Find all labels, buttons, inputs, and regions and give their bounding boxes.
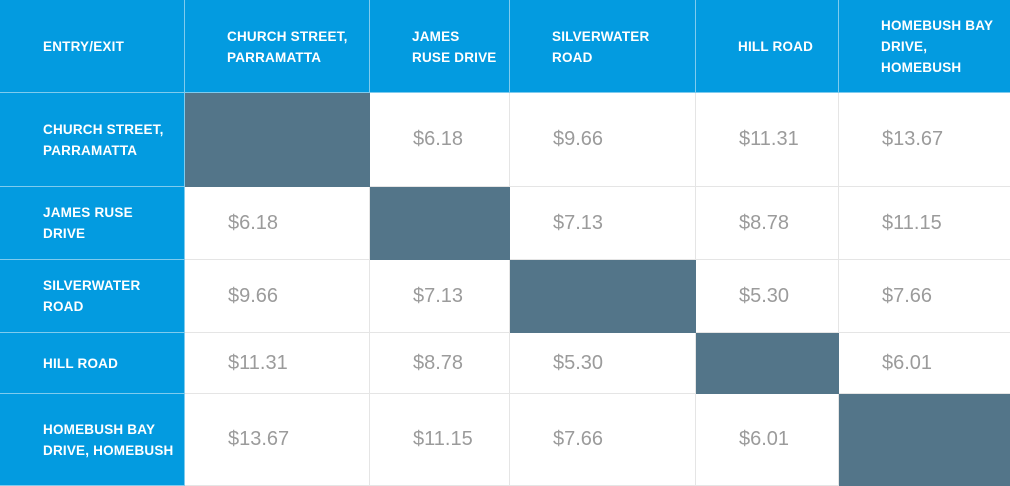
price-cell: $5.30	[696, 260, 839, 333]
col-header-homebush-bay-drive: HOMEBUSH BAY DRIVE, HOMEBUSH	[839, 1, 1010, 93]
table-row: CHURCH STREET, PARRAMATTA $6.18 $9.66 $1…	[1, 93, 1010, 187]
price-cell: $7.13	[370, 260, 510, 333]
row-header-hill-road: HILL ROAD	[1, 333, 185, 394]
corner-header-entry-exit: ENTRY/EXIT	[1, 1, 185, 93]
price-cell: $6.01	[696, 394, 839, 486]
table-row: JAMES RUSE DRIVE $6.18 $7.13 $8.78 $11.1…	[1, 187, 1010, 260]
price-cell: $7.66	[510, 394, 696, 486]
price-cell: $9.66	[185, 260, 370, 333]
price-cell: $13.67	[839, 93, 1010, 187]
price-cell: $6.18	[185, 187, 370, 260]
price-cell: $6.18	[370, 93, 510, 187]
table-row: HILL ROAD $11.31 $8.78 $5.30 $6.01	[1, 333, 1010, 394]
col-header-silverwater-road: SILVERWATER ROAD	[510, 1, 696, 93]
price-cell: $8.78	[696, 187, 839, 260]
header-row: ENTRY/EXIT CHURCH STREET, PARRAMATTA JAM…	[1, 1, 1010, 93]
row-header-homebush-bay-drive: HOMEBUSH BAY DRIVE, HOMEBUSH	[1, 394, 185, 486]
price-cell: $5.30	[510, 333, 696, 394]
row-header-silverwater-road: SILVERWATER ROAD	[1, 260, 185, 333]
price-cell: $11.31	[696, 93, 839, 187]
price-cell: $7.66	[839, 260, 1010, 333]
price-cell: $9.66	[510, 93, 696, 187]
price-cell: $11.31	[185, 333, 370, 394]
table-row: SILVERWATER ROAD $9.66 $7.13 $5.30 $7.66	[1, 260, 1010, 333]
diagonal-cell	[185, 93, 370, 187]
col-header-james-ruse-drive: JAMES RUSE DRIVE	[370, 1, 510, 93]
row-header-church-street: CHURCH STREET, PARRAMATTA	[1, 93, 185, 187]
price-cell: $11.15	[839, 187, 1010, 260]
price-cell: $8.78	[370, 333, 510, 394]
diagonal-cell	[510, 260, 696, 333]
price-cell: $7.13	[510, 187, 696, 260]
row-header-james-ruse-drive: JAMES RUSE DRIVE	[1, 187, 185, 260]
col-header-church-street: CHURCH STREET, PARRAMATTA	[185, 1, 370, 93]
diagonal-cell	[696, 333, 839, 394]
price-cell: $13.67	[185, 394, 370, 486]
diagonal-cell	[370, 187, 510, 260]
price-cell: $6.01	[839, 333, 1010, 394]
col-header-hill-road: HILL ROAD	[696, 1, 839, 93]
table-row: HOMEBUSH BAY DRIVE, HOMEBUSH $13.67 $11.…	[1, 394, 1010, 486]
diagonal-cell	[839, 394, 1010, 486]
price-cell: $11.15	[370, 394, 510, 486]
